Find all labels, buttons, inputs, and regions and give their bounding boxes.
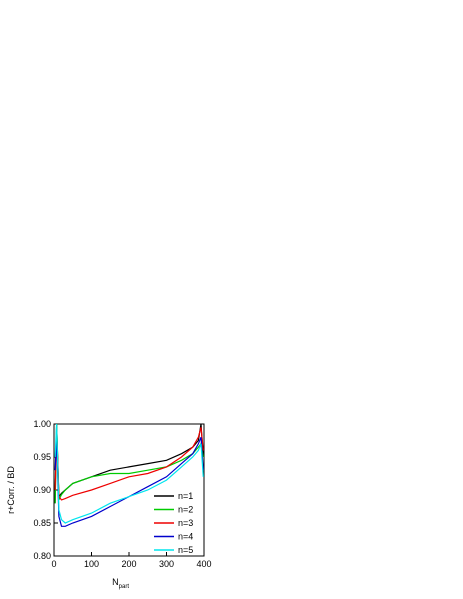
legend-label: n=3 (178, 518, 193, 528)
y-tick-label: 1.00 (33, 419, 51, 429)
x-tick-label: 0 (51, 559, 56, 569)
y-tick-label: 0.80 (33, 551, 51, 561)
series-line (54, 423, 204, 524)
x-tick-label: 300 (159, 559, 174, 569)
legend-label: n=4 (178, 532, 193, 542)
x-axis-label-main: N (112, 577, 119, 587)
legend-label: n=1 (178, 491, 193, 501)
series-line (54, 423, 204, 504)
y-axis-label: r+Corr. / BD (6, 466, 16, 514)
series-line (54, 427, 204, 501)
x-tick-label: 200 (121, 559, 136, 569)
legend-label: n=5 (178, 545, 193, 555)
y-tick-label: 0.90 (33, 485, 51, 495)
y-tick-label: 0.85 (33, 518, 51, 528)
y-tick-label: 0.95 (33, 452, 51, 462)
series-line (54, 423, 204, 504)
x-tick-label: 400 (196, 559, 211, 569)
x-axis-label: Npart (112, 577, 129, 590)
x-tick-label: 100 (84, 559, 99, 569)
x-axis-label-sub: part (119, 584, 130, 590)
series-line (54, 436, 204, 527)
legend-label: n=2 (178, 505, 193, 515)
